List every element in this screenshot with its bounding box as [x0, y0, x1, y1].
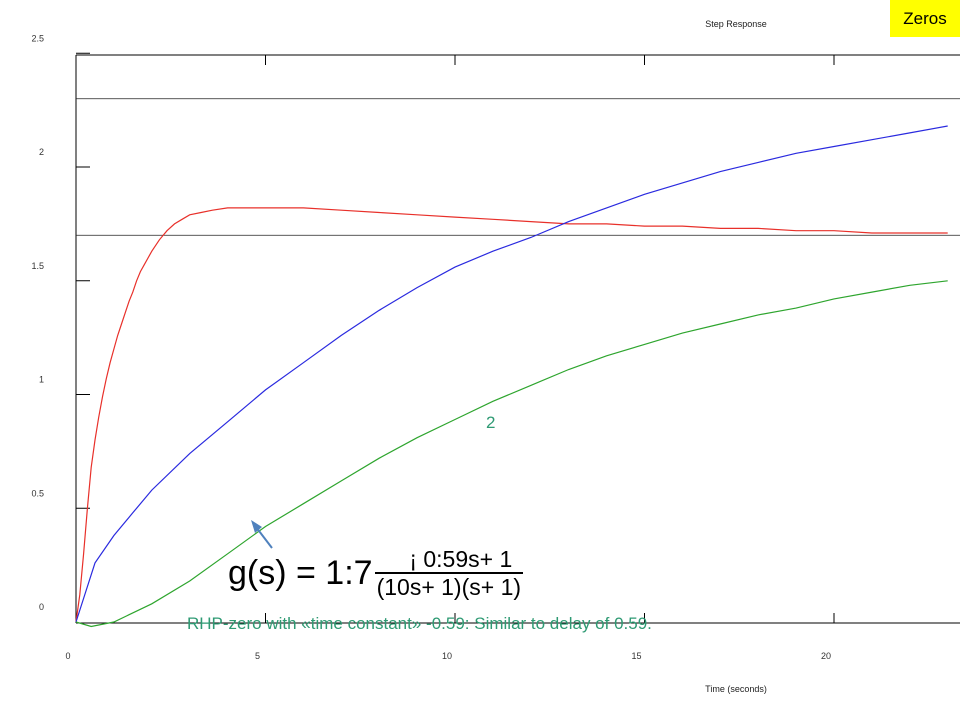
x-tick-label-3: 15	[631, 651, 641, 661]
series-line-0	[75, 207, 948, 623]
y-tick-label-2: 1	[39, 375, 44, 385]
axis-ticks: 0 0.5 1 1.5 2 2.5 0 5 10 15 20	[31, 33, 835, 661]
y-tick-label-4: 2	[39, 147, 44, 157]
plot-frame	[75, 54, 960, 624]
x-tick-label-0: 0	[65, 651, 70, 661]
rhp-zero-caption: RHP-zero with «time constant» -0.59: Sim…	[187, 614, 652, 633]
y-tick-label-0: 0	[39, 602, 44, 612]
arrow-pointer	[251, 520, 273, 549]
series-marker-label: 2	[486, 413, 496, 432]
series-line-1	[75, 125, 948, 623]
y-tick-label-1: 0.5	[31, 488, 44, 498]
equation-numerator: ¡ 0:59s+ 1	[409, 545, 513, 572]
equation-lhs: g(s) = 1:7	[228, 553, 373, 592]
series-lines	[75, 125, 948, 628]
zeros-badge: Zeros	[890, 0, 960, 37]
x-axis-label: Time (seconds)	[705, 684, 767, 694]
series-line-2	[75, 280, 948, 628]
chart-title: Step Response	[705, 19, 767, 29]
y-tick-label-5: 2.5	[31, 33, 44, 43]
y-tick-label-3: 1.5	[31, 261, 44, 271]
x-tick-label-2: 10	[442, 651, 452, 661]
reference-lines	[76, 98, 960, 236]
equation-fraction: ¡ 0:59s+ 1 (10s+ 1)(s+ 1)	[374, 545, 524, 600]
equation-denominator: (10s+ 1)(s+ 1)	[374, 571, 524, 600]
x-tick-label-4: 20	[821, 651, 831, 661]
x-tick-label-1: 5	[255, 651, 260, 661]
transfer-function-equation: g(s) = 1:7 ¡ 0:59s+ 1 (10s+ 1)(s+ 1)	[228, 545, 524, 600]
